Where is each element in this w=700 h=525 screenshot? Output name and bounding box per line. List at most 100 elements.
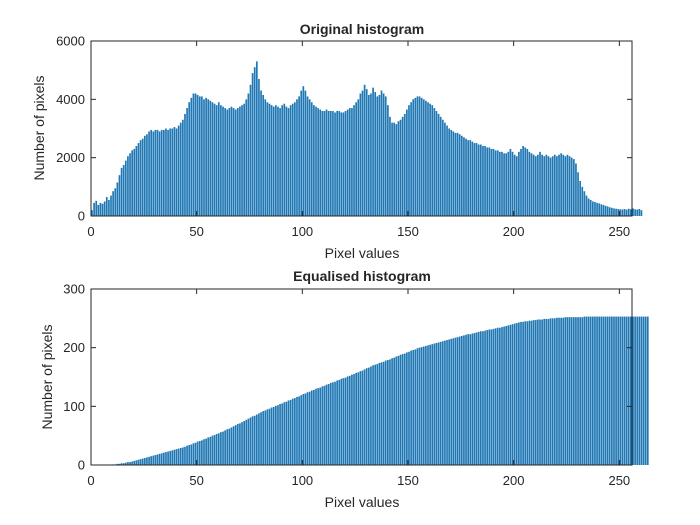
bar xyxy=(625,316,628,465)
bar xyxy=(348,375,351,465)
bar xyxy=(133,148,136,216)
bar xyxy=(606,206,609,217)
bar xyxy=(522,146,524,216)
bar xyxy=(444,340,446,465)
bar xyxy=(156,454,159,465)
bar xyxy=(592,201,594,216)
bar xyxy=(418,347,421,465)
bar xyxy=(188,445,191,465)
bar xyxy=(163,452,165,465)
bar xyxy=(190,97,193,216)
bar xyxy=(264,99,267,216)
bar xyxy=(298,396,300,465)
bar xyxy=(367,367,370,465)
bar xyxy=(422,99,425,216)
bar xyxy=(209,436,212,465)
bar xyxy=(518,322,520,465)
bar xyxy=(579,317,582,465)
bar xyxy=(224,108,226,216)
bar xyxy=(260,412,262,465)
bar xyxy=(351,108,353,216)
bar xyxy=(429,103,431,216)
bar xyxy=(146,457,148,465)
bar xyxy=(530,153,533,216)
bar xyxy=(632,316,634,465)
bar xyxy=(515,156,518,216)
bar xyxy=(133,460,136,465)
bar xyxy=(600,316,603,465)
x-tick-label: 250 xyxy=(608,473,630,488)
bar xyxy=(167,129,169,216)
bar xyxy=(543,156,546,216)
bar xyxy=(547,156,550,216)
x-axis-label: Pixel values xyxy=(325,494,400,510)
bar xyxy=(587,316,590,465)
bar xyxy=(323,385,326,465)
bar xyxy=(494,150,497,217)
bar xyxy=(431,105,434,216)
bar xyxy=(399,119,402,216)
bar xyxy=(313,389,315,465)
bar xyxy=(209,100,212,216)
bar xyxy=(165,128,167,216)
bar xyxy=(391,122,393,216)
bar xyxy=(215,105,218,216)
axes-box xyxy=(90,288,633,466)
bar xyxy=(146,134,148,216)
bar xyxy=(268,103,271,216)
bar xyxy=(393,122,396,216)
bar xyxy=(232,108,235,216)
x-tick-label: 250 xyxy=(608,224,630,239)
bar xyxy=(592,316,594,465)
bar xyxy=(224,430,226,465)
bar xyxy=(441,341,444,465)
bar xyxy=(556,317,558,465)
bar xyxy=(437,113,440,216)
bar xyxy=(154,455,157,465)
bar xyxy=(338,111,341,216)
y-tick-label: 200 xyxy=(63,340,85,355)
bar xyxy=(467,140,469,216)
bar xyxy=(355,102,357,216)
bar xyxy=(258,413,260,465)
bar xyxy=(469,140,472,216)
x-axis-label: Pixel values xyxy=(325,245,400,261)
bar xyxy=(249,417,252,465)
bar xyxy=(150,456,153,465)
bar xyxy=(452,338,455,465)
bar xyxy=(177,125,180,216)
bar xyxy=(494,328,497,465)
bar xyxy=(365,368,368,465)
bar xyxy=(175,449,178,465)
bar xyxy=(598,203,601,216)
bar xyxy=(285,106,288,217)
bar xyxy=(315,106,317,217)
bar xyxy=(492,148,495,216)
x-tick-label: 0 xyxy=(87,224,94,239)
bar xyxy=(281,105,284,216)
bar xyxy=(384,360,387,465)
bar xyxy=(460,135,463,216)
bar xyxy=(642,316,645,465)
bar xyxy=(477,331,480,465)
bar xyxy=(359,371,362,465)
x-tick-label: 100 xyxy=(291,473,313,488)
bar xyxy=(338,379,341,465)
bar xyxy=(490,148,493,216)
bar xyxy=(376,364,379,465)
bar xyxy=(450,129,453,216)
bar xyxy=(465,334,467,465)
bar xyxy=(534,156,537,216)
bar xyxy=(547,318,550,465)
bar xyxy=(160,453,163,465)
bar xyxy=(357,372,360,465)
bar xyxy=(458,336,461,465)
bar xyxy=(528,151,531,216)
bar xyxy=(306,392,309,465)
bar xyxy=(598,316,601,465)
bar xyxy=(636,316,639,465)
chart-original-histogram: Original histogram 0 50 100 150 200 250 0 2000… xyxy=(31,21,643,261)
bar xyxy=(414,349,417,465)
bar xyxy=(264,410,267,465)
bar xyxy=(325,384,328,465)
